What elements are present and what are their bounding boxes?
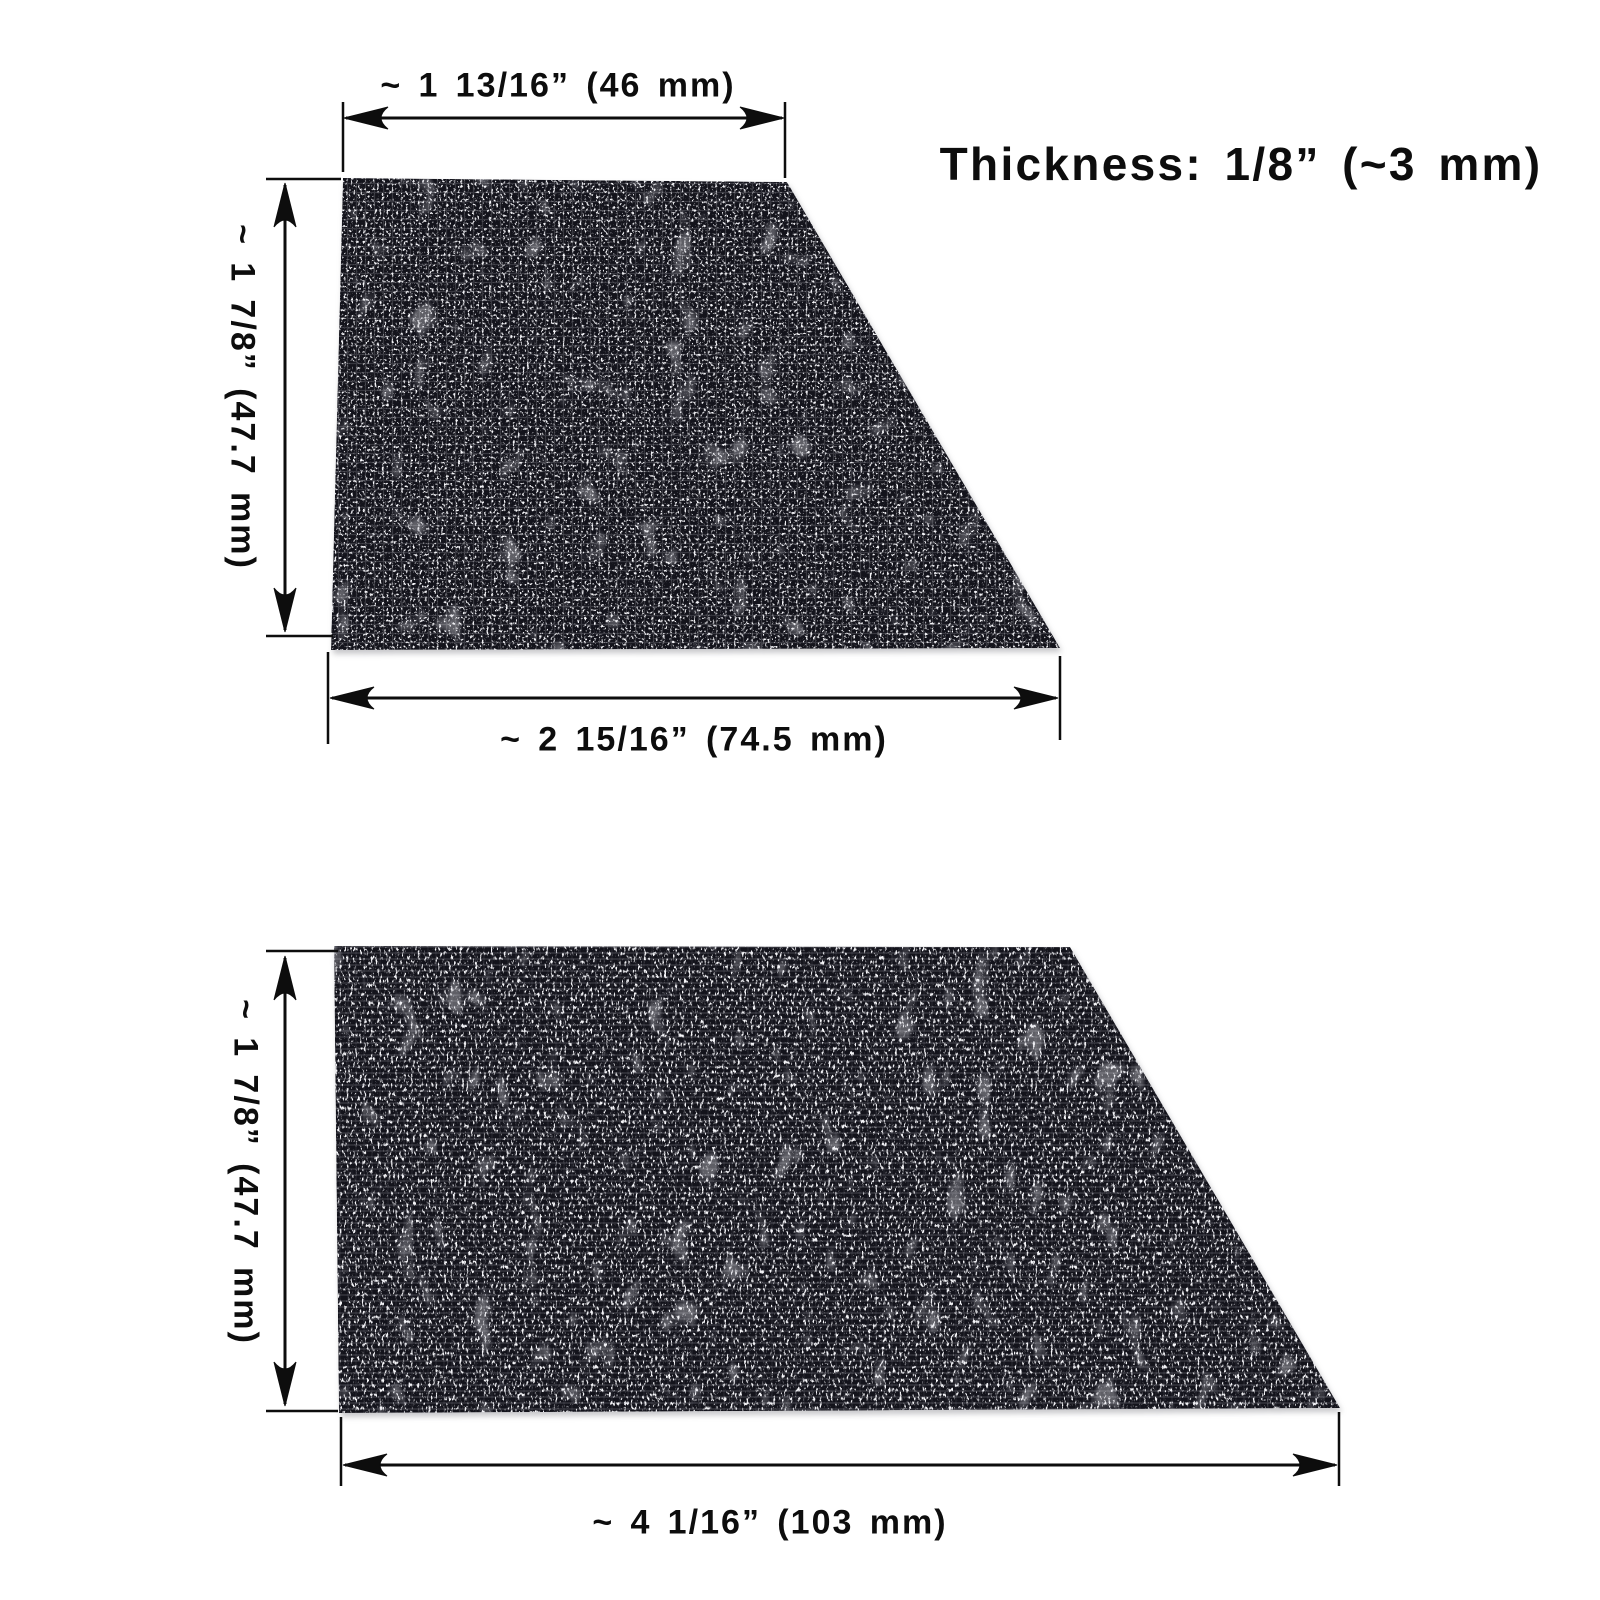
arrowhead-right	[1292, 1453, 1338, 1477]
large-pad-fabric-texture	[334, 946, 1340, 1413]
arrowhead-right	[1013, 686, 1059, 710]
large-pad-photo	[334, 946, 1340, 1413]
large-pad-bottom-width-label: ~ 4 1/16” (103 mm)	[592, 1503, 948, 1542]
small-pad-height-label: ~ 1 7/8” (47.7 mm)	[223, 224, 262, 570]
small-pad-bottom-width-label: ~ 2 15/16” (74.5 mm)	[500, 720, 888, 759]
arrowhead-down	[273, 587, 297, 633]
arrowhead-right	[739, 106, 785, 130]
arrowhead-left	[343, 106, 389, 130]
large-pad-height-label: ~ 1 7/8” (47.7 mm)	[226, 999, 265, 1345]
small-pad-photo	[331, 178, 1060, 650]
small-pad-top-width-dimension	[341, 102, 787, 178]
arrowhead-up	[273, 955, 297, 1001]
arrowhead-down	[273, 1361, 297, 1407]
arrowhead-left	[342, 1453, 388, 1477]
arrowhead-left	[329, 686, 375, 710]
arrowhead-up	[273, 182, 297, 228]
large-pad-weave-layer	[334, 946, 1340, 1413]
small-pad-weave-layer	[331, 178, 1060, 650]
small-pad-fabric-texture	[331, 178, 1060, 650]
large-pad-bottom-width-dimension	[339, 1412, 1341, 1486]
thickness-note: Thickness: 1/8” (~3 mm)	[939, 138, 1543, 190]
small-pad-top-width-label: ~ 1 13/16” (46 mm)	[380, 66, 736, 105]
